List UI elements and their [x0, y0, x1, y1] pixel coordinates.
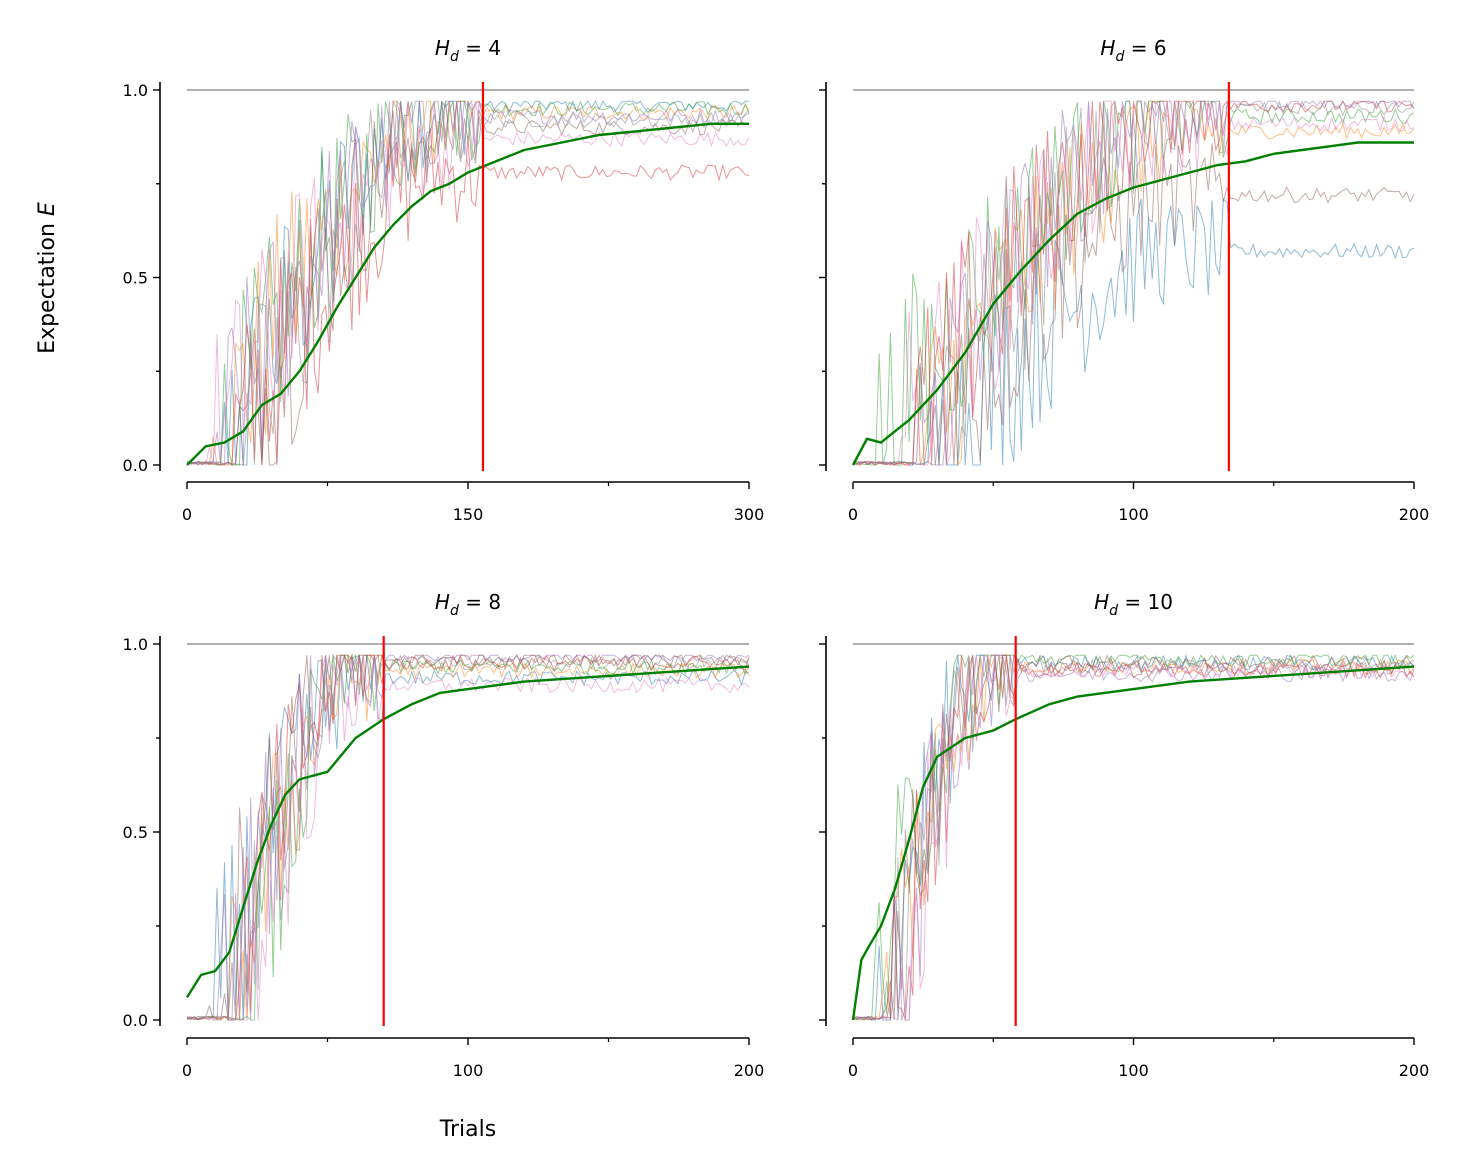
run-line [186, 99, 750, 466]
title-value: 8 [488, 590, 501, 614]
run-line [186, 654, 750, 1021]
x-tick-label: 0 [182, 1061, 192, 1080]
x-tick-label: 0 [848, 505, 858, 524]
title-eq: = [1118, 590, 1147, 614]
y-axis-label: Expectation E [35, 202, 60, 354]
x-tick-label: 0 [848, 1061, 858, 1080]
title-eq: = [1124, 36, 1153, 60]
panel-1: Hd = 4 0.0 0.5 1.0 0 150 300 [123, 36, 765, 524]
x-tick-label: 150 [453, 505, 484, 524]
mean-line [851, 141, 1414, 466]
x-tick-label: 0 [182, 505, 192, 524]
title-value: 6 [1154, 36, 1167, 60]
x-axis-label: Trials [439, 1117, 496, 1142]
x-tick-label: 200 [1399, 1061, 1430, 1080]
run-line [852, 654, 1415, 1021]
run-line [852, 100, 1415, 466]
x-tick-label: 300 [734, 505, 765, 524]
run-line [186, 654, 750, 1021]
x-tick-label: 100 [453, 1061, 484, 1080]
title-sub: d [450, 49, 459, 65]
run-line [186, 654, 750, 1021]
run-line [852, 654, 1415, 1021]
y-tick-label: 0.5 [123, 823, 148, 842]
panel-title: Hd = 10 [1094, 590, 1173, 619]
run-line [186, 100, 750, 466]
run-line [852, 198, 1415, 466]
y-tick-label: 0.0 [123, 1011, 148, 1030]
panel-title: Hd = 6 [1100, 36, 1166, 65]
run-line [186, 100, 750, 466]
run-line [186, 654, 750, 1021]
y-tick-label: 0.0 [123, 456, 148, 475]
panel-2: Hd = 6 0 100 200 [819, 36, 1429, 524]
title-sub: d [1115, 49, 1124, 65]
y-tick-label: 1.0 [123, 635, 148, 654]
panel-title: Hd = 4 [435, 36, 501, 65]
title-value: 4 [488, 36, 501, 60]
panel-4: Hd = 100 100 200 [819, 590, 1429, 1080]
ylabel-text: Expectation [35, 216, 60, 354]
title-value: 10 [1147, 590, 1172, 614]
run-line [852, 99, 1415, 466]
mean-line [185, 665, 750, 999]
run-line [852, 654, 1415, 1021]
title-var: H [435, 36, 450, 60]
title-var: H [1094, 590, 1109, 614]
run-line [852, 654, 1415, 1021]
title-var: H [1100, 36, 1115, 60]
title-sub: d [1109, 603, 1118, 619]
title-eq: = [459, 590, 488, 614]
run-line [186, 101, 750, 466]
mean-line [851, 665, 1415, 1021]
panel-title: Hd = 8 [435, 590, 501, 619]
run-line [186, 653, 750, 1021]
y-tick-label: 1.0 [123, 81, 148, 100]
panel-3: Hd = 8 0.0 0.5 1.0 0 100 200 [123, 590, 765, 1080]
run-line [186, 653, 750, 1021]
ylabel-symbol: E [35, 202, 60, 216]
x-tick-label: 200 [734, 1061, 765, 1080]
run-line [852, 653, 1415, 1022]
run-line [186, 655, 750, 1021]
title-var: H [435, 590, 450, 614]
run-line [852, 654, 1415, 1021]
x-tick-label: 100 [1118, 505, 1149, 524]
x-tick-label: 100 [1118, 1061, 1149, 1080]
y-tick-label: 0.5 [123, 269, 148, 288]
mean-line [186, 122, 749, 466]
run-line [186, 654, 750, 1021]
x-tick-label: 200 [1399, 505, 1430, 524]
title-sub: d [450, 603, 459, 619]
title-eq: = [459, 36, 488, 60]
